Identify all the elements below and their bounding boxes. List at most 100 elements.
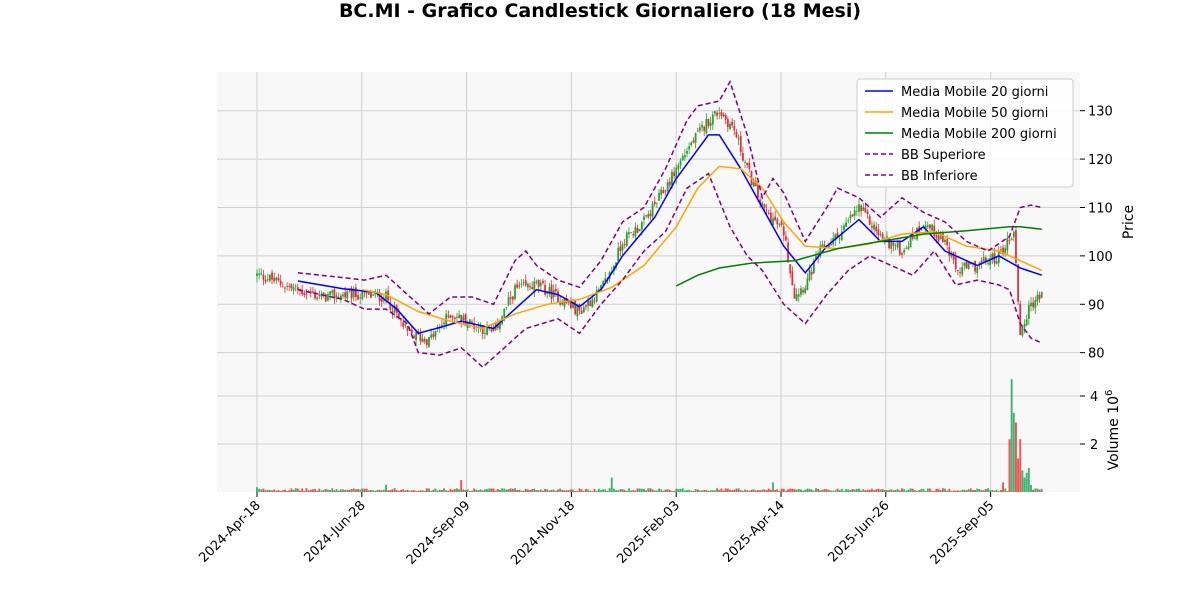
volume-bar	[410, 490, 413, 492]
volume-bar	[311, 489, 314, 492]
candle-body	[926, 224, 929, 227]
volume-bar	[322, 489, 325, 492]
candle-body	[303, 292, 306, 295]
volume-bar	[1023, 477, 1026, 492]
volume-bar	[552, 489, 555, 492]
volume-bar	[980, 490, 983, 492]
volume-bar	[1010, 379, 1013, 492]
volume-bar	[847, 489, 850, 492]
volume-bar	[316, 490, 319, 492]
volume-bar	[372, 490, 375, 492]
volume-panel	[217, 372, 1080, 492]
volume-bar	[1025, 472, 1028, 492]
legend-label: Media Mobile 20 giorni	[901, 85, 1048, 100]
volume-bar	[578, 488, 581, 492]
candle-body	[785, 236, 787, 241]
volume-bar	[692, 491, 695, 492]
volume-bar	[963, 489, 966, 492]
volume-bar	[561, 489, 564, 492]
candle-body	[982, 257, 985, 262]
candle-body	[668, 181, 671, 186]
candle-body	[402, 322, 405, 327]
candle-body	[894, 245, 897, 247]
volume-bar	[1021, 470, 1024, 492]
candle-body	[619, 246, 622, 252]
candle-body	[428, 337, 430, 347]
x-tick-label: 2025-Jun-26	[825, 498, 892, 565]
candle-body	[965, 261, 968, 269]
volume-bar	[924, 490, 927, 492]
candle-body	[352, 288, 355, 298]
x-tick-label: 2024-Sep-09	[404, 498, 474, 568]
candle-body	[765, 209, 768, 211]
volume-bar	[1034, 488, 1037, 492]
volume-bar	[907, 489, 910, 492]
candle-body	[359, 297, 362, 299]
volume-bar	[537, 490, 540, 492]
candle-body	[432, 333, 435, 337]
volume-bar	[1017, 458, 1020, 492]
candle-body	[780, 221, 783, 225]
candle-body	[729, 123, 731, 130]
candle-body	[600, 284, 602, 291]
candle-body	[361, 290, 364, 299]
volume-bar	[941, 488, 944, 492]
volume-bar	[468, 490, 471, 492]
candle-body	[744, 162, 746, 163]
volume-bar	[574, 490, 577, 492]
volume-bar	[505, 489, 508, 492]
candle-body	[690, 142, 693, 145]
candle-body	[468, 319, 471, 323]
volume-bar	[845, 489, 848, 492]
volume-bar	[466, 489, 469, 492]
candle-body	[804, 288, 807, 294]
candle-body	[1002, 247, 1004, 255]
volume-bar	[967, 489, 970, 492]
volume-bar	[436, 490, 439, 492]
volume-bar	[438, 489, 441, 492]
volume-bar	[750, 489, 753, 492]
volume-bar	[651, 489, 654, 492]
candle-body	[647, 213, 650, 218]
x-tick-label: 2024-Apr-18	[196, 498, 263, 565]
x-tick-label: 2025-Sep-05	[928, 498, 998, 568]
volume-bar	[503, 488, 506, 492]
candle-body	[382, 300, 385, 302]
volume-bar	[374, 490, 377, 492]
candle-body	[496, 323, 499, 329]
volume-bar	[475, 489, 478, 492]
candle-body	[574, 300, 577, 315]
volume-bar	[1002, 482, 1004, 492]
candle-body	[434, 330, 437, 337]
volume-bar	[365, 488, 368, 492]
volume-bar	[834, 490, 837, 492]
volume-bar	[987, 488, 989, 492]
candle-body	[935, 234, 938, 238]
volume-bars-group	[256, 379, 1043, 492]
candle-body	[286, 285, 288, 287]
candle-body	[711, 114, 714, 125]
candle-body	[933, 225, 936, 236]
candle-body	[757, 183, 759, 198]
volume-bar	[354, 489, 357, 492]
candle-body	[260, 273, 263, 275]
volume-bar	[509, 488, 512, 492]
volume-bar	[772, 482, 774, 492]
volume-bar	[1030, 484, 1032, 492]
candle-body	[391, 311, 394, 314]
volume-bar	[638, 488, 641, 492]
candle-body	[597, 289, 600, 292]
volume-bar	[870, 488, 873, 492]
volume-bar	[350, 488, 353, 492]
candle-body	[823, 245, 826, 249]
candle-body	[1023, 324, 1026, 328]
candle-body	[410, 329, 413, 334]
candle-body	[877, 229, 880, 236]
volume-bar	[778, 490, 781, 492]
volume-bar	[576, 490, 579, 492]
candle-body	[587, 300, 589, 307]
candle-body	[557, 291, 559, 303]
volume-bar	[705, 489, 708, 492]
candle-body	[554, 288, 557, 292]
candle-body	[957, 270, 959, 272]
